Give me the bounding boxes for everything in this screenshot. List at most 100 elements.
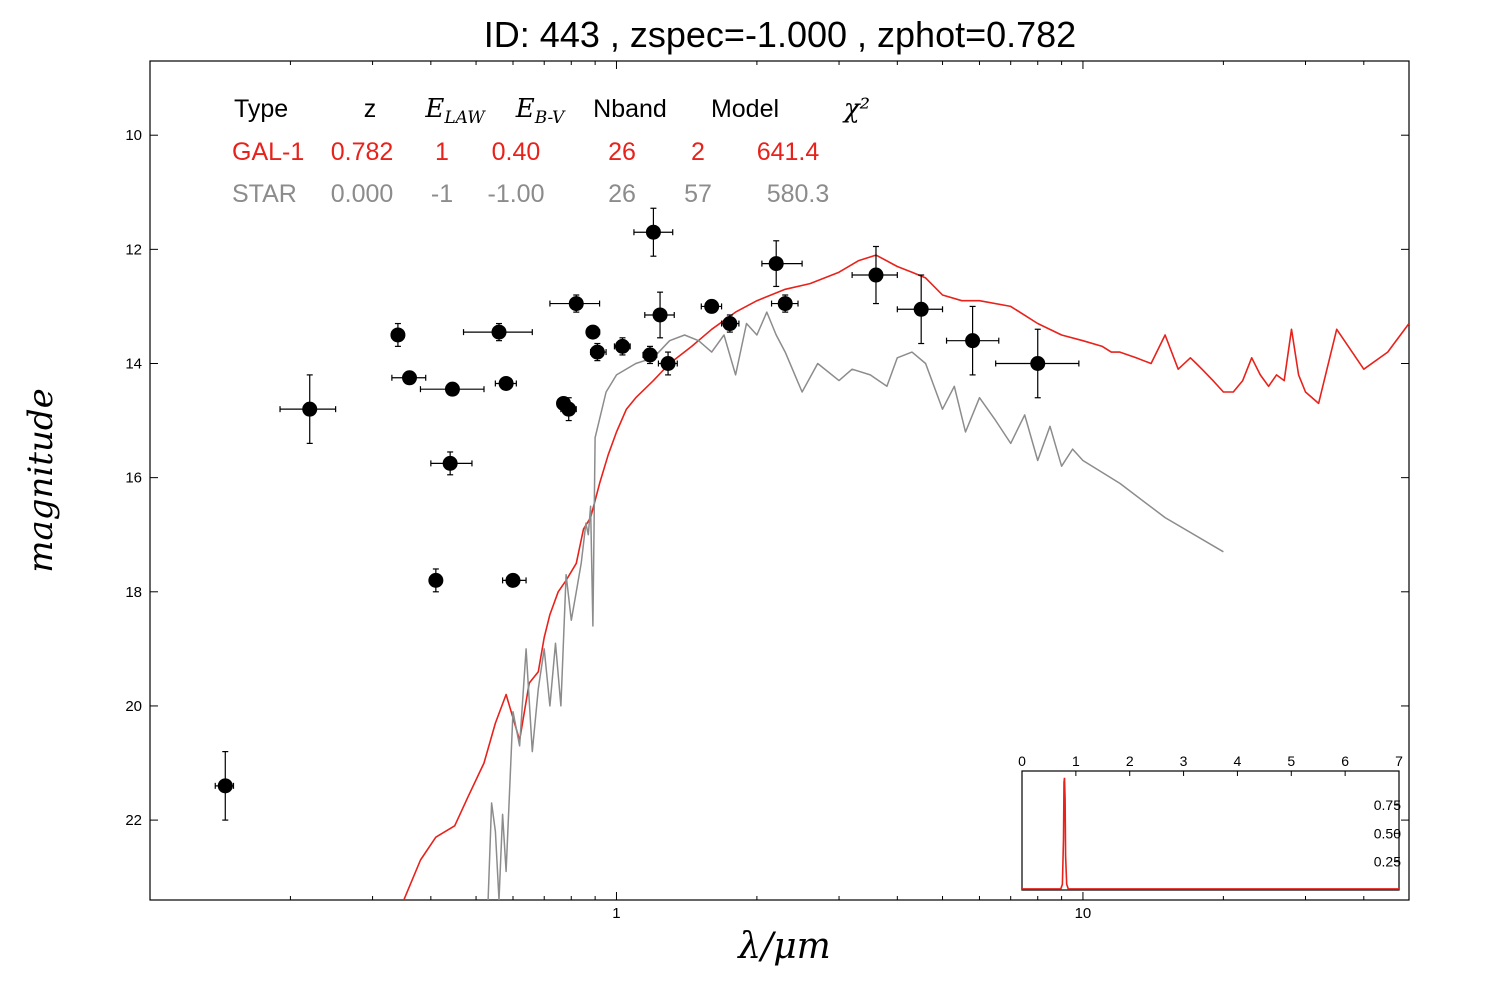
data-point-marker xyxy=(868,267,884,283)
data-point-marker xyxy=(402,370,418,386)
data-point-marker xyxy=(965,333,981,349)
data-point-marker xyxy=(491,324,507,340)
inset-pdf-line xyxy=(1022,777,1399,890)
y-tick-label: 22 xyxy=(125,812,142,829)
data-point xyxy=(430,451,473,476)
y-axis-label: magnitude xyxy=(21,388,61,573)
legend-header: χ² xyxy=(842,94,870,124)
data-point-marker xyxy=(1030,355,1046,371)
data-point-marker xyxy=(768,256,784,272)
data-point-marker xyxy=(217,778,233,794)
legend-cell: 57 xyxy=(684,180,712,208)
legend-header: Model xyxy=(711,95,779,123)
y-tick-label: 16 xyxy=(125,470,142,487)
data-point-marker xyxy=(645,224,661,240)
plot-area xyxy=(214,207,1409,900)
legend-cell: STAR xyxy=(232,180,297,208)
data-point xyxy=(657,351,678,376)
data-point-marker xyxy=(913,301,929,317)
inset-x-tick-label: 1 xyxy=(1072,753,1080,769)
data-point-marker xyxy=(777,296,793,312)
data-point-marker xyxy=(428,572,444,588)
data-point-marker xyxy=(614,338,630,354)
legend-header: Nband xyxy=(593,95,667,123)
data-point-marker xyxy=(589,344,605,360)
data-point xyxy=(761,240,803,288)
legend-table: Type z ELAW EB-V Nband Model χ² GAL-1 0.782 1 0.40… xyxy=(232,94,870,208)
legend-header: ELAW xyxy=(424,94,486,128)
legend-cell: 641.4 xyxy=(757,138,820,166)
inset-x-tick-label: 2 xyxy=(1126,753,1134,769)
data-point-marker xyxy=(642,347,658,363)
data-point-marker xyxy=(561,401,577,417)
data-point xyxy=(995,328,1080,399)
data-point xyxy=(462,322,533,342)
data-point-marker xyxy=(442,455,458,471)
data-point-marker xyxy=(660,355,676,371)
data-point xyxy=(613,337,631,356)
inset-x-tick-label: 7 xyxy=(1395,753,1403,769)
data-point xyxy=(851,245,898,305)
data-point-marker xyxy=(390,327,406,343)
data-point xyxy=(494,375,517,391)
y-tick-label: 10 xyxy=(125,127,142,144)
inset-x-tick-label: 4 xyxy=(1234,753,1242,769)
data-point xyxy=(501,572,527,588)
data-point xyxy=(644,291,675,339)
data-point-marker xyxy=(652,307,668,323)
data-point-marker xyxy=(444,381,460,397)
plot-frame xyxy=(149,60,1410,901)
inset-x-tick-label: 0 xyxy=(1018,753,1026,769)
series-line-gal-1 xyxy=(403,254,1409,900)
data-point xyxy=(549,294,601,313)
data-point-marker xyxy=(722,316,738,332)
data-point xyxy=(700,298,723,314)
data-point-marker xyxy=(568,296,584,312)
legend-header: z xyxy=(364,95,377,123)
data-point xyxy=(585,324,601,340)
legend-cell: 0.000 xyxy=(331,180,394,208)
series-line-star xyxy=(487,311,1224,900)
data-point xyxy=(720,314,740,333)
data-point xyxy=(633,207,674,257)
data-point xyxy=(390,322,406,347)
inset-x-tick-label: 3 xyxy=(1180,753,1188,769)
data-point xyxy=(945,305,1000,376)
legend-header: EB-V xyxy=(515,94,566,128)
x-tick-label: 10 xyxy=(1075,905,1092,922)
inset-y-tick-label: 0.25 xyxy=(1374,854,1401,870)
data-point xyxy=(428,568,444,593)
legend-cell: 26 xyxy=(608,138,636,166)
data-point xyxy=(560,397,577,422)
y-tick-label: 20 xyxy=(125,698,142,715)
data-point-marker xyxy=(585,324,601,340)
data-point xyxy=(419,381,485,397)
legend-cell: -1.00 xyxy=(488,180,545,208)
data-point xyxy=(642,345,658,365)
y-tick-label: 18 xyxy=(125,584,142,601)
page-title: ID: 443 , zspec=-1.000 , zphot=0.782 xyxy=(483,14,1077,55)
inset-y-tick-label: 0.50 xyxy=(1374,825,1401,841)
data-point xyxy=(770,294,799,313)
inset-x-tick-label: 5 xyxy=(1287,753,1295,769)
data-point-marker xyxy=(498,375,514,391)
legend-cell: -1 xyxy=(431,180,453,208)
y-tick-label: 12 xyxy=(125,241,142,258)
inset-frame xyxy=(1021,770,1400,891)
data-point-marker xyxy=(704,298,720,314)
data-point xyxy=(279,374,337,445)
redshift-pdf-inset: 0 1 2 3 4 5 6 7 0.25 0.50 0.75 xyxy=(1018,753,1403,891)
data-point xyxy=(589,342,607,362)
legend-cell: GAL-1 xyxy=(232,138,304,166)
legend-cell: 1 xyxy=(435,138,449,166)
data-point xyxy=(896,274,944,345)
x-axis-label: λ/μm xyxy=(736,926,830,967)
inset-y-tick-label: 0.75 xyxy=(1374,797,1401,813)
legend-cell: 0.40 xyxy=(492,138,541,166)
legend-cell: 26 xyxy=(608,180,636,208)
legend-cell: 2 xyxy=(691,138,705,166)
data-point xyxy=(391,370,427,386)
inset-x-tick-label: 6 xyxy=(1341,753,1349,769)
